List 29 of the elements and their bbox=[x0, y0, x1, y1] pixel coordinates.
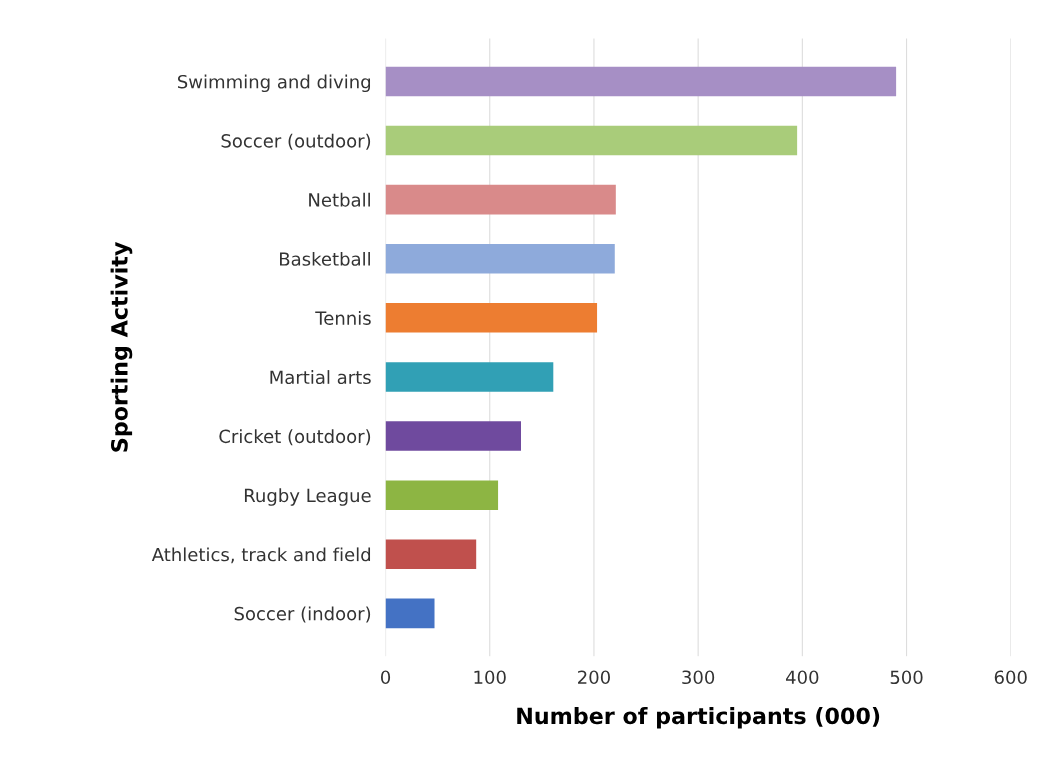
x-tick-label: 200 bbox=[578, 670, 610, 685]
bar bbox=[385, 480, 499, 510]
y-tick-label: Basketball bbox=[280, 251, 370, 266]
x-tick-label: 500 bbox=[890, 670, 923, 685]
bar bbox=[385, 184, 616, 215]
y-tick-label: Athletics, track and field bbox=[151, 547, 371, 564]
y-axis-title: Sporting Activity bbox=[110, 241, 133, 452]
y-tick-label: Soccer (indoor) bbox=[234, 606, 371, 623]
x-tick-label: 600 bbox=[994, 670, 1027, 685]
x-tick-label: 400 bbox=[785, 670, 819, 685]
y-tick-label: Cricket (outdoor) bbox=[219, 429, 371, 446]
bar bbox=[385, 125, 798, 156]
y-tick-label: Tennis bbox=[315, 310, 371, 325]
x-tick-label: 0 bbox=[380, 670, 391, 685]
bar bbox=[385, 303, 598, 333]
bar bbox=[385, 421, 521, 451]
y-tick-label: Netball bbox=[309, 192, 370, 207]
y-tick-label: Martial arts bbox=[270, 370, 371, 385]
y-tick-label: Swimming and diving bbox=[177, 74, 371, 93]
y-tick-label: Soccer (outdoor) bbox=[221, 133, 371, 150]
bar bbox=[385, 362, 554, 392]
bar bbox=[385, 243, 615, 274]
x-tick-label: 100 bbox=[474, 670, 506, 685]
bar bbox=[385, 598, 435, 629]
x-tick-label: 300 bbox=[682, 670, 715, 685]
bar bbox=[385, 539, 477, 570]
bar bbox=[385, 66, 897, 97]
x-axis-title: Number of participants (000) bbox=[517, 707, 880, 729]
y-tick-label: Rugby League bbox=[244, 488, 371, 506]
